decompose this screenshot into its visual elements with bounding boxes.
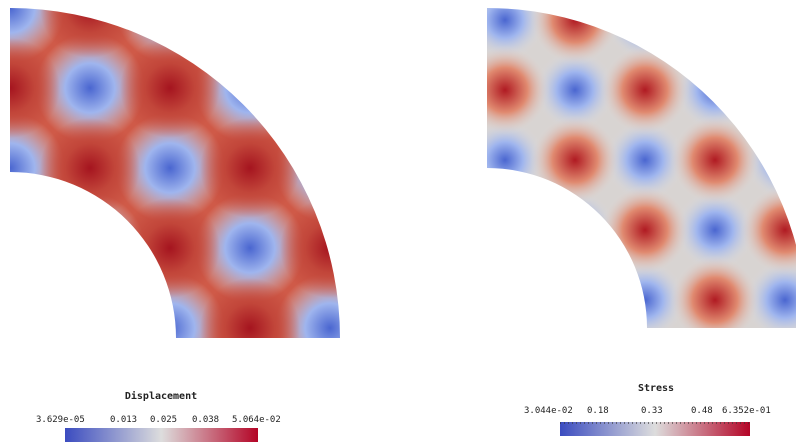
colorbar-labels: 3.044e-02 0.18 0.33 0.48 6.352e-01 <box>524 406 771 416</box>
colorbar-label: 0.48 <box>691 406 713 416</box>
colorbar-label: 0.013 <box>110 415 137 425</box>
colorbar-label: 0.33 <box>641 406 663 416</box>
colorbar-label: 3.629e-05 <box>36 415 85 425</box>
stress-field <box>487 8 796 328</box>
colorbar-label: 0.025 <box>150 415 177 425</box>
colorbar-ticks <box>560 422 750 427</box>
colorbar-ticks <box>65 428 258 433</box>
colorbar-labels: 3.629e-05 0.013 0.025 0.038 5.064e-02 <box>36 415 281 425</box>
colorbar-label: 0.038 <box>192 415 219 425</box>
colorbar-title: Displacement <box>125 390 197 402</box>
colorbar-label: 3.044e-02 <box>524 406 573 416</box>
colorbar-label: 6.352e-01 <box>722 406 771 416</box>
colorbar-label: 5.064e-02 <box>232 415 281 425</box>
colorbar-title: Stress <box>638 383 674 394</box>
displacement-field <box>10 8 340 338</box>
colorbar-label: 0.18 <box>587 406 609 416</box>
